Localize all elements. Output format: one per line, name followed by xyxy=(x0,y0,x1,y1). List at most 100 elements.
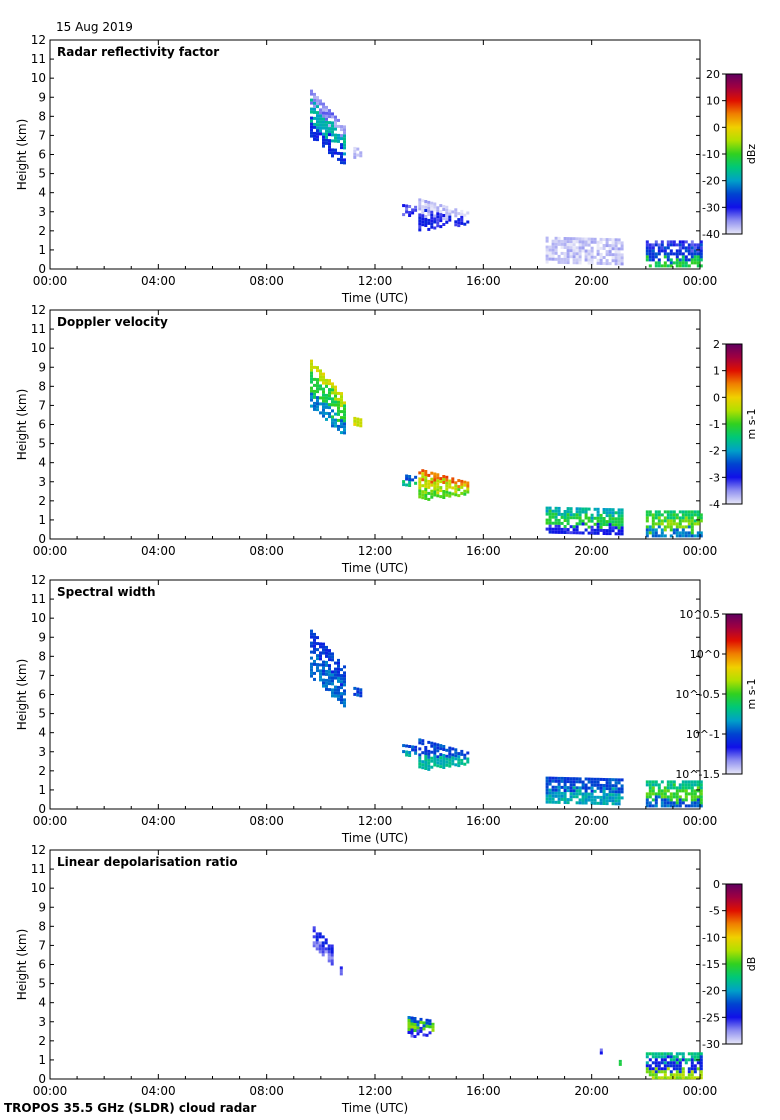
echo-cell xyxy=(599,258,603,262)
echo-cell xyxy=(669,786,673,790)
echo-cell xyxy=(608,250,612,254)
echo-cell xyxy=(581,522,585,526)
echo-cell xyxy=(699,783,703,787)
x-tick-label: 08:00 xyxy=(249,544,284,558)
echo-cell xyxy=(433,481,437,485)
echo-cell xyxy=(313,365,316,369)
echo-cell xyxy=(666,1052,670,1056)
echo-cell xyxy=(660,801,664,805)
echo-cell xyxy=(331,112,334,116)
echo-cell xyxy=(436,224,440,228)
echo-cell xyxy=(669,795,673,799)
x-tick-label: 16:00 xyxy=(466,274,501,288)
echo-cell xyxy=(322,663,325,667)
echo-cell xyxy=(310,641,313,645)
echo-cell xyxy=(433,751,437,755)
y-tick-label: 10 xyxy=(31,881,46,895)
echo-cell xyxy=(321,941,325,945)
echo-cell xyxy=(411,478,415,482)
echo-cell xyxy=(445,475,449,479)
echo-cell xyxy=(430,207,434,211)
echo-cell xyxy=(678,1064,682,1068)
echo-cell xyxy=(315,938,319,942)
echo-feature xyxy=(645,240,703,268)
echo-cell xyxy=(566,513,570,517)
echo-cell xyxy=(428,1031,432,1035)
echo-cell xyxy=(436,764,440,768)
echo-cell xyxy=(418,480,422,484)
echo-cell xyxy=(316,123,319,127)
echo-cell xyxy=(608,784,612,788)
colorbar xyxy=(725,343,743,505)
echo-cell xyxy=(587,525,591,529)
y-tick-label: 3 xyxy=(38,205,46,219)
echo-cell xyxy=(328,148,331,152)
echo-cell xyxy=(334,424,337,428)
y-tick-label: 0 xyxy=(38,532,46,546)
echo-cell xyxy=(614,238,618,242)
echo-cell xyxy=(690,519,694,523)
echo-cell xyxy=(430,483,434,487)
echo-cell xyxy=(545,794,549,798)
echo-cell xyxy=(617,532,621,536)
echo-cell xyxy=(590,792,594,796)
echo-cell xyxy=(312,944,316,948)
echo-cell xyxy=(654,804,658,808)
echo-cell xyxy=(617,802,621,806)
echo-cell xyxy=(310,674,313,678)
echo-cell xyxy=(699,1073,703,1077)
echo-cell xyxy=(581,795,585,799)
echo-cell xyxy=(356,420,360,424)
echo-cell xyxy=(310,377,313,381)
echo-cell xyxy=(569,252,573,256)
echo-cell xyxy=(614,523,618,527)
echo-cell xyxy=(572,792,576,796)
echo-cell xyxy=(319,678,322,682)
echo-cell xyxy=(421,478,425,482)
echo-cell xyxy=(334,388,337,392)
echo-cell xyxy=(334,136,337,140)
echo-cell xyxy=(337,118,340,122)
echo-cell xyxy=(310,668,313,672)
echo-cell xyxy=(654,795,658,799)
echo-cell xyxy=(328,655,331,659)
echo-cell xyxy=(328,673,331,677)
echo-cell xyxy=(575,516,579,520)
echo-cell xyxy=(587,258,591,262)
x-tick-label: 00:00 xyxy=(683,814,718,828)
echo-cell xyxy=(454,748,458,752)
echo-cell xyxy=(463,480,467,484)
echo-cell xyxy=(572,243,576,247)
echo-cell xyxy=(421,223,425,227)
echo-cell xyxy=(593,522,597,526)
echo-cell xyxy=(651,252,655,256)
echo-cell xyxy=(353,416,357,420)
echo-cell xyxy=(439,210,443,214)
echo-cell xyxy=(337,676,340,680)
echo-cell xyxy=(599,798,603,802)
echo-cell xyxy=(611,778,615,782)
echo-cell xyxy=(684,249,688,253)
echo-cell xyxy=(572,249,576,253)
echo-cell xyxy=(430,225,434,229)
echo-cell xyxy=(356,687,360,691)
echo-cell xyxy=(402,480,406,484)
echo-cell xyxy=(690,258,694,262)
echo-cell xyxy=(648,792,652,796)
echo-cell xyxy=(590,798,594,802)
echo-cell xyxy=(678,522,682,526)
echo-cell xyxy=(608,508,612,512)
echo-cell xyxy=(408,478,412,481)
echo-cell xyxy=(566,789,570,793)
echo-cell xyxy=(331,688,334,692)
echo-cell xyxy=(322,375,325,379)
echo-cell xyxy=(408,481,412,484)
echo-cell xyxy=(322,642,325,646)
echo-cell xyxy=(684,510,688,514)
echo-cell xyxy=(427,212,431,216)
echo-cell xyxy=(651,1076,655,1080)
echo-cell xyxy=(340,701,343,705)
echo-cell xyxy=(466,220,470,224)
echo-cell xyxy=(678,534,682,538)
echo-cell xyxy=(448,761,452,765)
